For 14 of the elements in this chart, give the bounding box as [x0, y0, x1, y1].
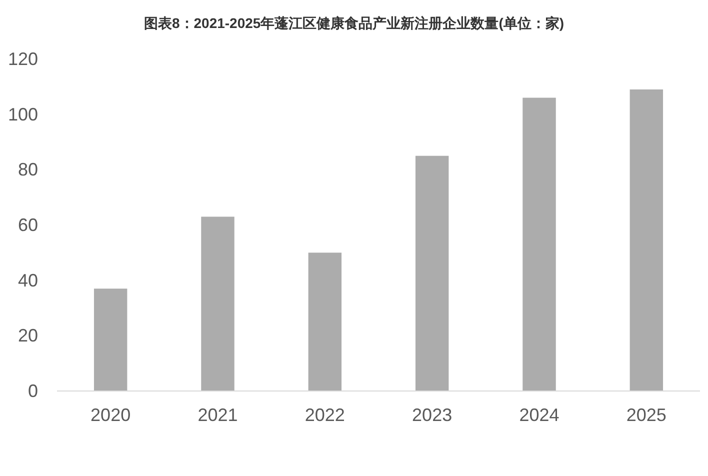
x-tick-label: 2021 — [198, 405, 238, 425]
y-tick-label: 120 — [8, 49, 38, 69]
x-tick-label: 2020 — [90, 405, 131, 425]
x-tick-label: 2025 — [626, 405, 666, 425]
y-tick-label: 60 — [18, 215, 38, 235]
x-tick-label: 2024 — [519, 405, 560, 425]
y-tick-label: 100 — [8, 104, 38, 124]
y-tick-label: 0 — [28, 381, 38, 401]
y-tick-label: 20 — [18, 326, 38, 346]
chart-title: 图表8：2021-2025年蓬江区健康食品产业新注册企业数量(单位：家) — [144, 15, 564, 31]
y-tick-label: 80 — [18, 160, 38, 180]
x-tick-label: 2023 — [412, 405, 452, 425]
y-tick-label: 40 — [18, 270, 38, 290]
x-tick-label: 2022 — [304, 405, 345, 425]
